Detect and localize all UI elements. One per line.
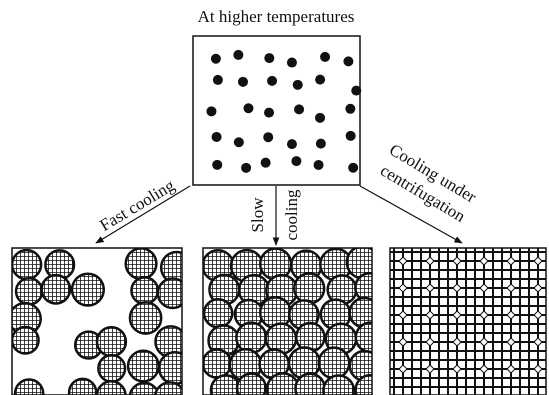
top-title: At higher temperatures [198, 7, 355, 26]
dot [213, 75, 223, 85]
grain [69, 379, 96, 395]
diamond [507, 338, 515, 346]
diamond [426, 311, 434, 319]
diamond [399, 284, 407, 292]
grain [267, 373, 299, 395]
grain [131, 277, 158, 304]
grain [323, 375, 353, 395]
diamond [507, 365, 515, 373]
grain [128, 351, 159, 382]
grain [15, 380, 43, 395]
fast-label: Fast cooling [96, 175, 178, 235]
slow-label: Slow [248, 197, 267, 233]
grain [12, 250, 41, 279]
diamond [480, 284, 488, 292]
grain [72, 274, 104, 306]
diamond [453, 311, 461, 319]
grain [126, 248, 157, 279]
diamond [534, 257, 542, 265]
diamond [426, 284, 434, 292]
dot [243, 103, 253, 113]
grain [237, 374, 266, 395]
dot [315, 75, 325, 85]
diamond [453, 365, 461, 373]
diagram: At higher temperatures Fast cooling Slow… [0, 0, 549, 395]
diamond [426, 257, 434, 265]
diamond [453, 284, 461, 292]
diamond [480, 257, 488, 265]
dot [211, 54, 221, 64]
dot [212, 160, 222, 170]
fast-cooled-structure [9, 248, 192, 395]
dot [287, 139, 297, 149]
grain [155, 382, 185, 395]
diamond [399, 311, 407, 319]
dot [261, 158, 271, 168]
dot [343, 56, 353, 66]
grain [12, 327, 38, 353]
grain [319, 348, 350, 379]
diamond [399, 365, 407, 373]
diamond [534, 284, 542, 292]
dot [348, 163, 358, 173]
dot [351, 86, 361, 96]
diamond [426, 338, 434, 346]
grain [159, 352, 191, 384]
diamond [507, 311, 515, 319]
grain [294, 274, 324, 304]
grain [203, 349, 231, 377]
dot [264, 108, 274, 118]
dot [233, 50, 243, 60]
grain [356, 323, 386, 353]
slow-label: cooling [282, 189, 301, 240]
dot [293, 80, 303, 90]
dot [267, 76, 277, 86]
diamond [480, 365, 488, 373]
dot [206, 106, 216, 116]
dot [241, 163, 251, 173]
grain [295, 374, 324, 395]
dot [315, 113, 325, 123]
dot [314, 160, 324, 170]
grain [97, 381, 126, 395]
grain [158, 278, 188, 308]
dot [212, 132, 222, 142]
dot [264, 53, 274, 63]
dot [234, 137, 244, 147]
grain [16, 278, 42, 304]
grain [204, 299, 232, 327]
diamond [399, 257, 407, 265]
grain [98, 355, 125, 382]
dot [291, 156, 301, 166]
diamond [507, 284, 515, 292]
diamond [534, 338, 542, 346]
slow-cooled-structure [203, 246, 386, 395]
dot [320, 52, 330, 62]
diamond [426, 365, 434, 373]
diamond [534, 311, 542, 319]
grain [347, 246, 379, 278]
dot [294, 104, 304, 114]
dot [316, 139, 326, 149]
dot [287, 58, 297, 68]
dot [345, 104, 355, 114]
particles [206, 50, 361, 173]
diamond [453, 257, 461, 265]
grain [356, 375, 385, 395]
dot [263, 132, 273, 142]
diamond [507, 257, 515, 265]
grain [42, 275, 70, 303]
diamond [453, 338, 461, 346]
diamond [399, 338, 407, 346]
diamond [480, 311, 488, 319]
dot [346, 131, 356, 141]
dot [238, 77, 248, 87]
diamond [534, 365, 542, 373]
grain [97, 327, 126, 356]
diamond [480, 338, 488, 346]
centrifuged-structure [390, 248, 546, 395]
grain [236, 323, 266, 353]
grain [130, 302, 161, 333]
